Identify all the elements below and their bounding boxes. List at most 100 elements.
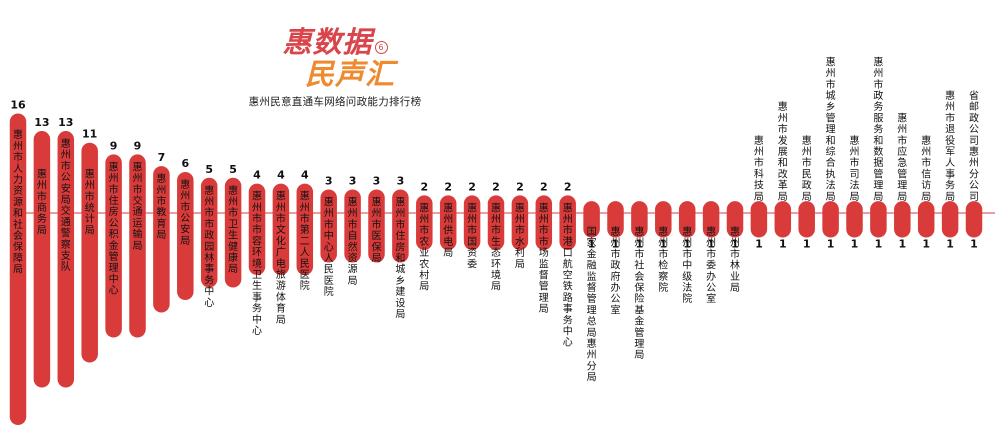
bar <box>105 154 122 338</box>
value-label: 4 <box>301 169 309 182</box>
bar <box>153 166 170 313</box>
category-label: 惠州市公安局交通警察支队 <box>61 137 71 273</box>
bar <box>439 195 457 250</box>
bar <box>177 171 194 300</box>
category-label: 惠州市市场监督管理局 <box>539 201 549 315</box>
logo-issue-badge: 6 <box>374 41 388 54</box>
category-label: 惠州市中心人民医院 <box>324 195 334 298</box>
category-label: 省邮政公司惠州分公司 <box>969 89 979 203</box>
category-label: 惠州市发展和改革局 <box>778 100 788 203</box>
category-label: 惠州市生态环境局 <box>491 201 501 292</box>
bar <box>678 201 696 238</box>
value-label: 2 <box>564 180 572 193</box>
value-label: 13 <box>58 116 73 129</box>
category-label: 惠州市委办公室 <box>706 225 716 305</box>
value-label: 1 <box>612 238 620 251</box>
value-label: 1 <box>875 238 883 251</box>
value-label: 9 <box>134 139 142 152</box>
bar <box>822 201 839 238</box>
value-label: 3 <box>397 174 405 187</box>
bar <box>511 195 529 250</box>
bar <box>272 183 290 275</box>
value-label: 1 <box>851 238 859 251</box>
category-label: 惠州市农业农村局 <box>419 201 429 292</box>
value-label: 3 <box>373 174 381 187</box>
category-label: 惠州市商务局 <box>37 167 47 236</box>
category-label: 惠州市应急管理局 <box>897 111 907 202</box>
bar <box>200 177 218 288</box>
value-label: 13 <box>34 116 49 129</box>
bar <box>81 142 98 363</box>
category-label: 惠州市社会保险基金管理局 <box>634 225 644 361</box>
bar <box>894 201 911 238</box>
value-label: 1 <box>755 238 763 251</box>
bar <box>33 131 51 388</box>
value-label: 1 <box>803 238 811 251</box>
bar <box>607 201 624 238</box>
category-label: 惠州市公安局 <box>180 178 190 247</box>
category-label: 惠州市卫生健康局 <box>228 184 238 275</box>
bar <box>344 189 361 263</box>
category-label: 惠州市信访局 <box>921 134 931 203</box>
value-label: 4 <box>253 169 261 182</box>
category-label: 惠州市人力资源和社会保障局 <box>13 128 23 275</box>
category-label: 惠州市医保局 <box>372 195 382 264</box>
bar <box>655 201 672 238</box>
category-label: 惠州市市政园林事务中心 <box>204 184 214 309</box>
bar <box>416 195 433 250</box>
category-label: 惠州市水利局 <box>515 201 525 270</box>
bar <box>726 201 744 238</box>
bar <box>463 195 481 250</box>
bar <box>702 201 720 238</box>
bar <box>320 189 337 263</box>
logo-text-main: 惠数据 <box>282 25 373 59</box>
bar <box>9 113 27 425</box>
bar <box>129 154 146 338</box>
value-label: 6 <box>181 157 189 170</box>
category-label: 惠州市政府办公室 <box>611 225 621 316</box>
value-label: 11 <box>82 128 97 141</box>
category-label: 惠州市文化广电旅游体育局 <box>276 190 286 326</box>
bar <box>583 201 600 238</box>
value-label: 1 <box>898 238 906 251</box>
category-label: 惠州市市容环境卫生事务中心 <box>252 190 262 337</box>
value-label: 1 <box>636 238 644 251</box>
bar <box>798 201 815 238</box>
value-label: 1 <box>731 238 739 251</box>
bar <box>559 195 576 250</box>
category-label: 惠州市教育局 <box>156 172 166 241</box>
value-label: 4 <box>277 169 285 182</box>
bar <box>750 201 768 238</box>
category-label: 惠州市港口航空铁路事务中心 <box>563 201 573 348</box>
value-label: 5 <box>229 163 237 176</box>
value-label: 7 <box>158 151 166 164</box>
category-label: 惠州市交通运输局 <box>133 160 143 251</box>
category-label: 惠州市国资委 <box>467 201 477 270</box>
bar <box>870 201 887 238</box>
value-label: 1 <box>779 238 787 251</box>
value-label: 2 <box>420 180 428 193</box>
category-label: 惠州市统计局 <box>85 167 95 236</box>
value-label: 5 <box>205 163 213 176</box>
logo-text-sub: 民声汇 <box>304 57 395 91</box>
bar <box>57 131 75 388</box>
bar <box>774 201 792 238</box>
value-label: 2 <box>468 180 476 193</box>
category-label: 惠州市科技局 <box>754 134 764 203</box>
value-label: 9 <box>110 139 118 152</box>
value-label: 1 <box>707 238 715 251</box>
category-label: 惠州市检察院 <box>658 225 668 294</box>
logo-line-2: 民声汇 <box>240 58 430 90</box>
value-label: 1 <box>946 238 954 251</box>
bar <box>296 183 314 275</box>
value-label: 2 <box>540 180 548 193</box>
value-label: 1 <box>588 238 596 251</box>
bar <box>965 201 983 238</box>
value-label: 1 <box>683 238 691 251</box>
bar <box>224 177 242 288</box>
value-label: 3 <box>349 174 357 187</box>
category-label: 惠州市司法局 <box>850 134 860 203</box>
bar <box>535 195 553 250</box>
bar <box>917 201 935 238</box>
